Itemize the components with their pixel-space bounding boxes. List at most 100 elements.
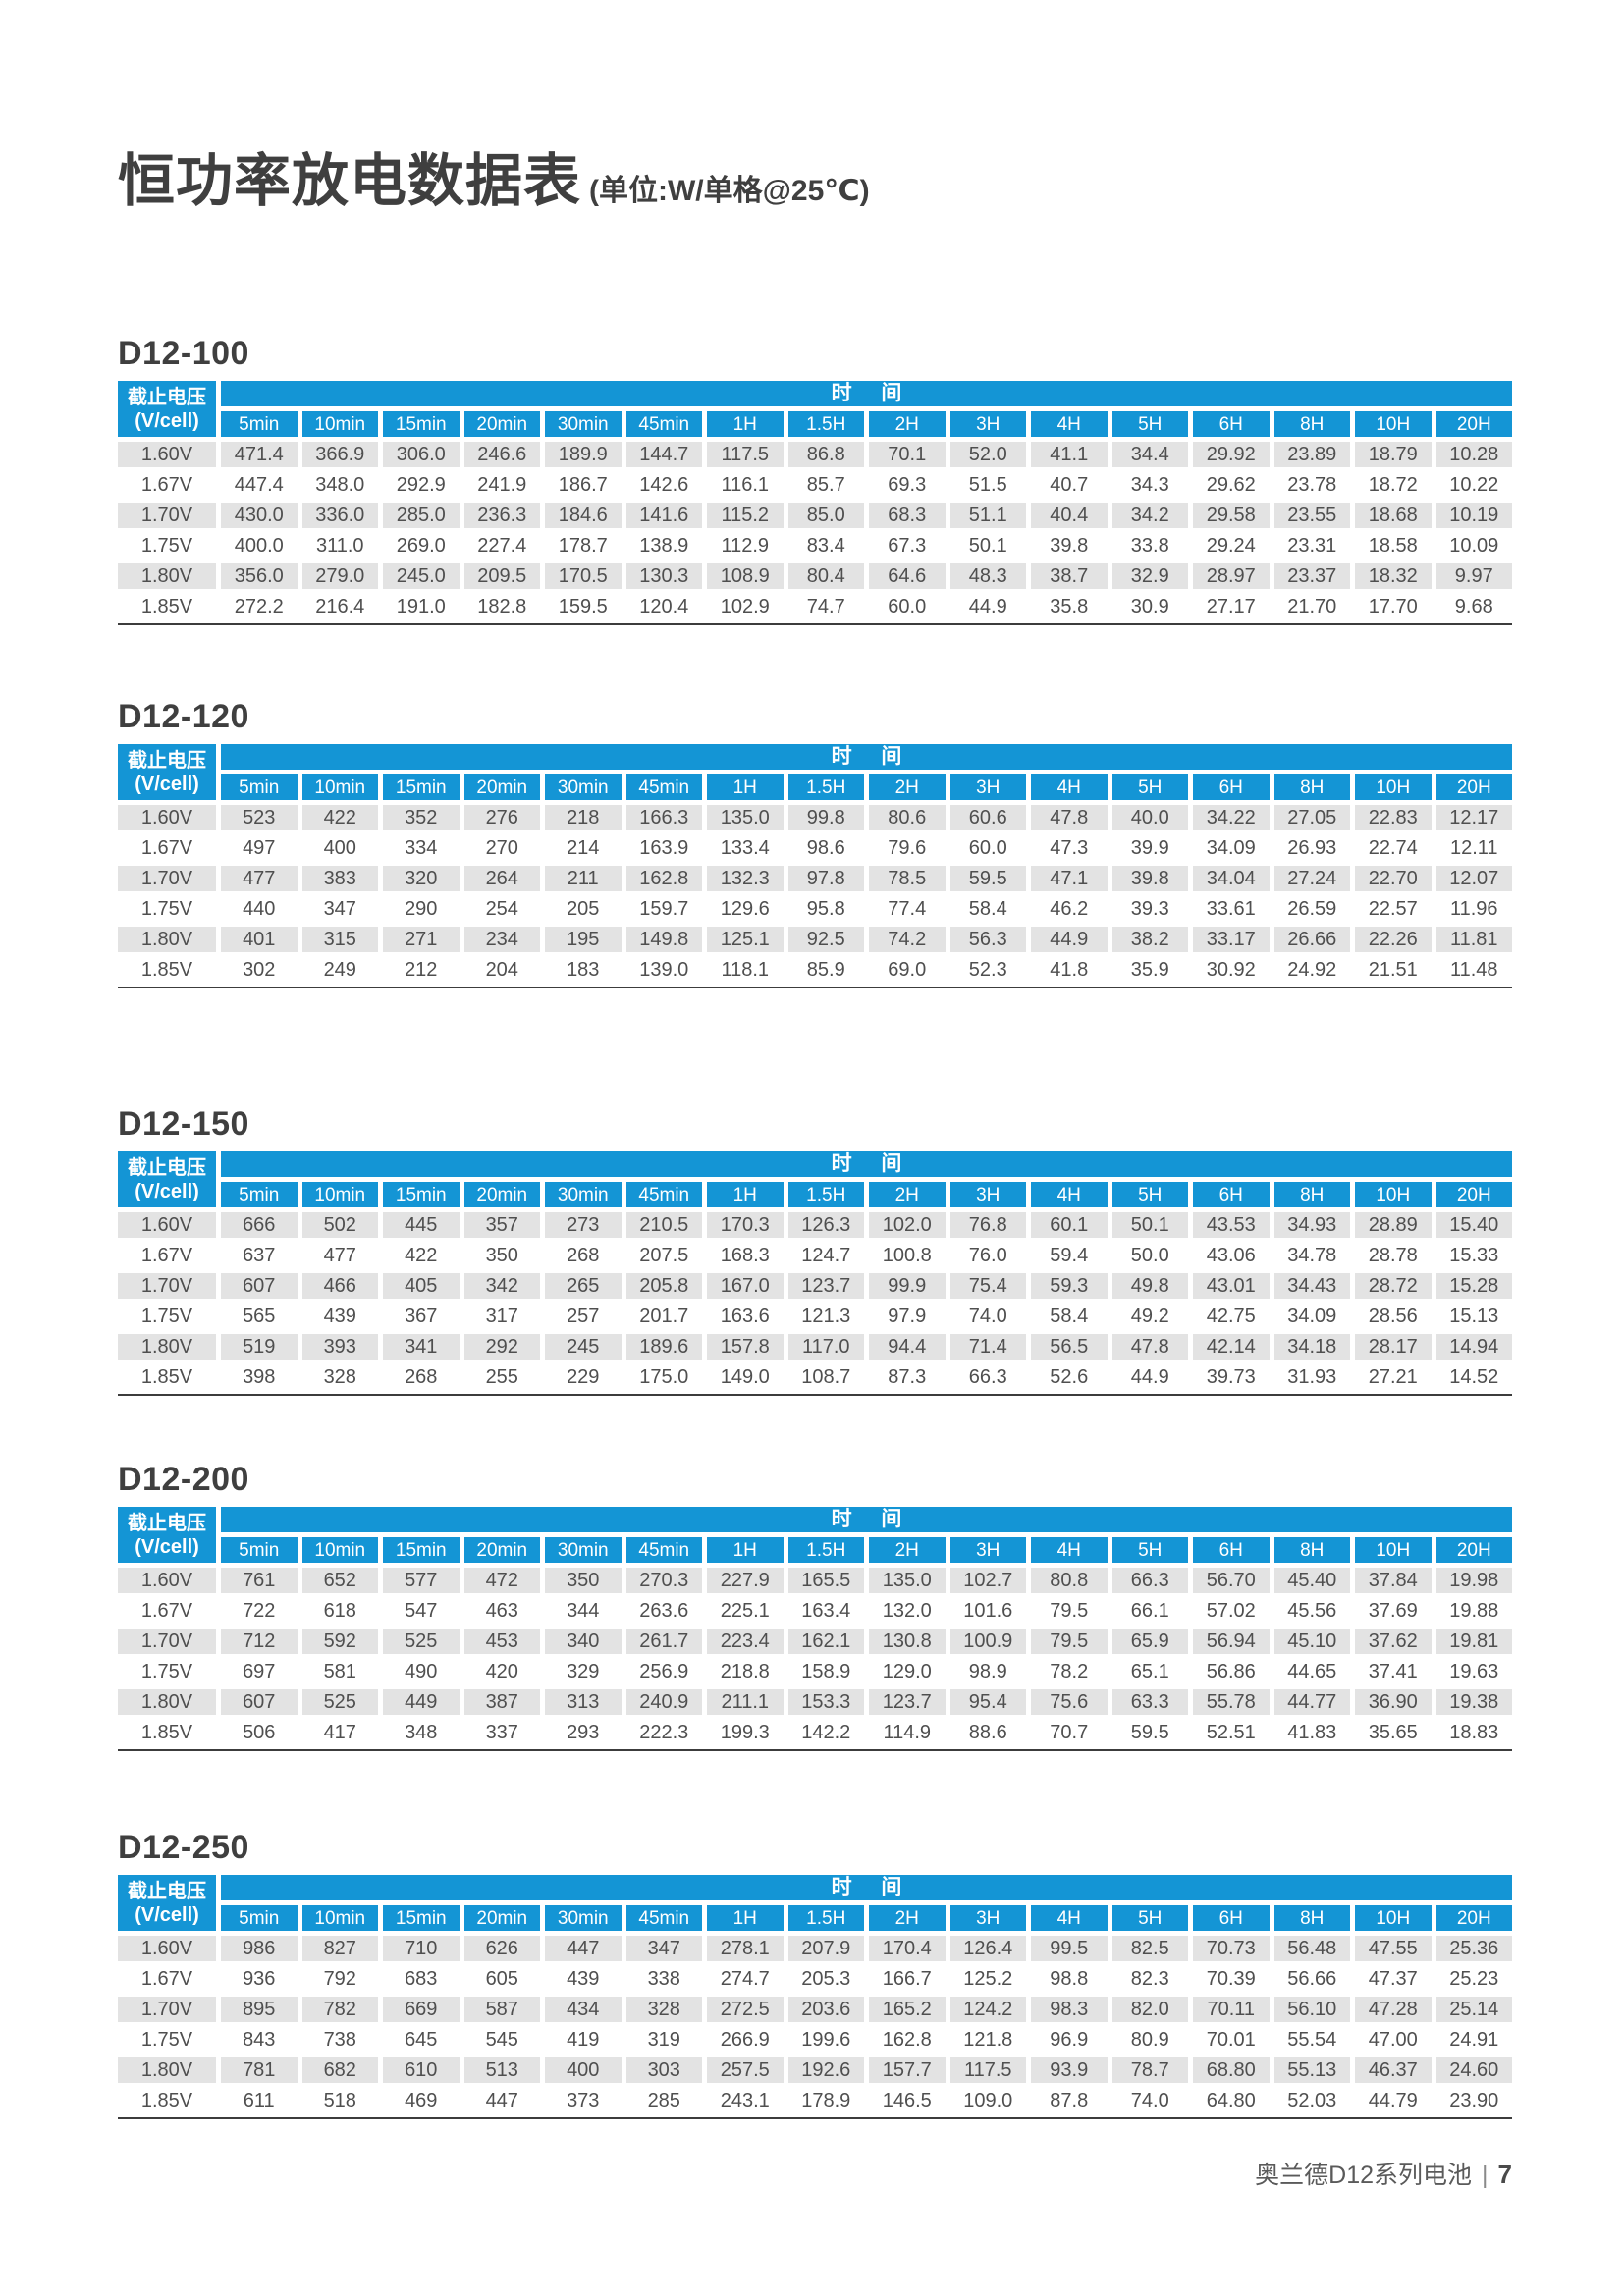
- col-header-cell: 10min: [301, 1182, 378, 1207]
- value-cell: 843: [243, 2029, 276, 2051]
- value-cell: 201.7: [639, 1306, 689, 1327]
- page-title-unit: (单位:W/单格@25℃): [589, 175, 870, 207]
- value-cell: 34.4: [1111, 442, 1188, 467]
- value-cell: 123.7: [787, 1273, 864, 1299]
- value-cell: 263.6: [639, 1600, 689, 1622]
- col-header-cell: 1H: [707, 1182, 784, 1207]
- col-header-cell: 2H: [869, 1537, 946, 1563]
- col-header-cell: 5H: [1111, 774, 1188, 800]
- value-cell: 27.24: [1273, 866, 1350, 891]
- value-cell: 205: [567, 898, 600, 920]
- value-cell: 218: [545, 805, 622, 830]
- value-cell: 400.0: [234, 535, 284, 557]
- page-content: 恒功率放电数据表 (单位:W/单格@25℃) D12-100 截止电压 (V/ce…: [118, 149, 1512, 2119]
- value-cell: 18.83: [1449, 1722, 1499, 1743]
- value-cell: 645: [405, 2029, 438, 2051]
- value-cell: 227.9: [707, 1568, 784, 1593]
- col-header-cell: 10min: [301, 411, 378, 437]
- data-table: 截止电压 (V/cell) 时 间 5min 10min 15min 20min 30min 4…: [118, 1151, 1512, 1390]
- col-header-cell: 5H: [1111, 411, 1188, 437]
- col-header-cell: 10H: [1355, 774, 1432, 800]
- col-header-cell: 45min: [625, 774, 702, 800]
- col-header-cell: 30min: [545, 1182, 622, 1207]
- value-cell: 56.94: [1193, 1629, 1270, 1654]
- value-cell: 79.5: [1031, 1629, 1108, 1654]
- value-cell: 347: [625, 1936, 702, 1961]
- value-cell: 77.4: [888, 898, 927, 920]
- value-cell: 139.0: [639, 959, 689, 981]
- col-header-cell: 10min: [301, 1537, 378, 1563]
- value-cell: 52.03: [1287, 2090, 1337, 2111]
- value-cell: 132.3: [707, 866, 784, 891]
- value-cell: 37.41: [1368, 1661, 1418, 1682]
- value-cell: 477: [221, 866, 298, 891]
- value-cell: 75.4: [949, 1273, 1026, 1299]
- value-cell: 162.8: [882, 2029, 932, 2051]
- voltage-cell: 1.67V: [140, 837, 193, 859]
- value-cell: 285: [647, 2090, 680, 2111]
- value-cell: 337: [485, 1722, 518, 1743]
- row-header-line1: 截止电压: [128, 1156, 206, 1179]
- col-header-cell: 4H: [1031, 411, 1108, 437]
- value-cell: 70.39: [1206, 1968, 1256, 1990]
- row-header-line1: 截止电压: [128, 749, 206, 772]
- value-cell: 157.8: [707, 1334, 784, 1360]
- value-cell: 95.4: [949, 1689, 1026, 1715]
- value-cell: 41.83: [1287, 1722, 1337, 1743]
- value-cell: 350: [485, 1245, 518, 1266]
- col-header-cell: 20min: [463, 1182, 540, 1207]
- value-cell: 59.3: [1031, 1273, 1108, 1299]
- value-cell: 21.51: [1368, 959, 1418, 981]
- value-cell: 257: [567, 1306, 600, 1327]
- value-cell: 31.93: [1287, 1366, 1337, 1388]
- col-header-cell: 45min: [625, 1537, 702, 1563]
- value-cell: 60.1: [1031, 1212, 1108, 1238]
- value-cell: 761: [221, 1568, 298, 1593]
- value-cell: 367: [405, 1306, 438, 1327]
- value-cell: 497: [243, 837, 276, 859]
- col-header-cell: 5min: [221, 1905, 298, 1931]
- value-cell: 166.3: [625, 805, 702, 830]
- value-cell: 40.7: [1050, 474, 1089, 496]
- model-label: D12-150: [118, 1105, 249, 1143]
- value-cell: 56.3: [949, 927, 1026, 952]
- value-cell: 41.1: [1031, 442, 1108, 467]
- value-cell: 328: [625, 1997, 702, 2022]
- value-cell: 274.7: [720, 1968, 770, 1990]
- value-cell: 167.0: [707, 1273, 784, 1299]
- voltage-cell: 1.85V: [140, 1366, 193, 1388]
- value-cell: 129.6: [720, 898, 770, 920]
- value-cell: 28.89: [1355, 1212, 1432, 1238]
- value-cell: 98.6: [806, 837, 845, 859]
- col-header-cell: 5min: [221, 1182, 298, 1207]
- col-header-cell: 6H: [1193, 1182, 1270, 1207]
- value-cell: 18.79: [1355, 442, 1432, 467]
- value-cell: 47.8: [1111, 1334, 1188, 1360]
- value-cell: 29.58: [1193, 503, 1270, 528]
- col-header-cell: 4H: [1031, 1905, 1108, 1931]
- value-cell: 28.78: [1368, 1245, 1418, 1266]
- value-cell: 55.78: [1193, 1689, 1270, 1715]
- value-cell: 24.92: [1287, 959, 1337, 981]
- value-cell: 207.5: [639, 1245, 689, 1266]
- value-cell: 302: [243, 959, 276, 981]
- value-cell: 29.62: [1206, 474, 1256, 496]
- col-header-cell: 30min: [545, 1905, 622, 1931]
- value-cell: 85.7: [806, 474, 845, 496]
- value-cell: 142.6: [639, 474, 689, 496]
- table-wrap: 截止电压 (V/cell) 时 间 5min 10min 15min 20min 30min 4…: [118, 1875, 1512, 2119]
- value-cell: 11.48: [1449, 959, 1498, 981]
- value-cell: 42.75: [1206, 1306, 1256, 1327]
- value-cell: 216.4: [315, 596, 365, 617]
- value-cell: 78.5: [869, 866, 946, 891]
- value-cell: 272.2: [234, 596, 284, 617]
- value-cell: 449: [383, 1689, 460, 1715]
- voltage-cell: 1.67V: [140, 474, 193, 496]
- value-cell: 159.5: [558, 596, 608, 617]
- value-cell: 59.5: [949, 866, 1026, 891]
- value-cell: 15.40: [1435, 1212, 1512, 1238]
- footer: 奥兰德D12系列电池 | 7: [1255, 2156, 1512, 2191]
- voltage-cell: 1.85V: [140, 596, 193, 617]
- value-cell: 66.3: [968, 1366, 1007, 1388]
- value-cell: 47.8: [1031, 805, 1108, 830]
